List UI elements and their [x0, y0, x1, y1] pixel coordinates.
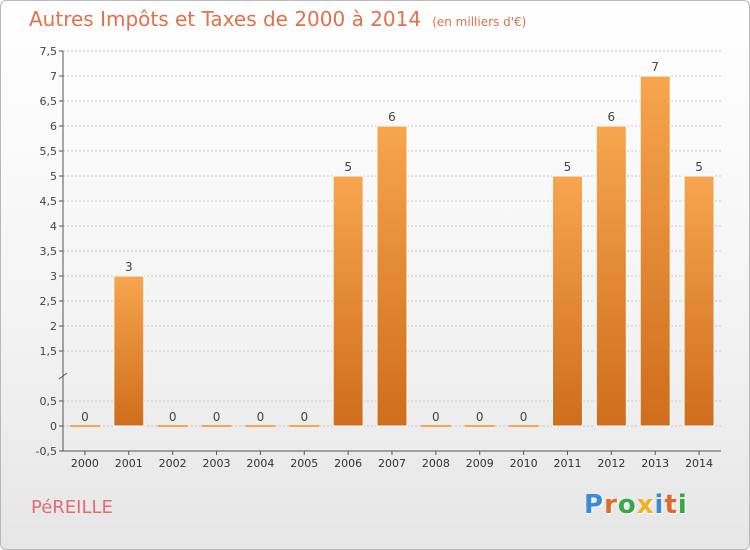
x-tick-label-2014: 2014	[685, 457, 713, 470]
y-tick-label: 2	[50, 320, 57, 333]
proxiti-logo[interactable]: Proxiti	[584, 490, 688, 520]
value-label-2005: 0	[300, 410, 308, 424]
value-label-2004: 0	[257, 410, 265, 424]
x-tick-label-2000: 2000	[71, 457, 99, 470]
value-label-2013: 7	[651, 60, 659, 74]
value-label-2001: 3	[125, 260, 133, 274]
bar-2008[interactable]	[420, 425, 451, 427]
x-tick-label-2005: 2005	[290, 457, 318, 470]
bar-2009[interactable]	[464, 425, 495, 427]
logo-letter: o	[617, 490, 637, 520]
bar-2006[interactable]	[332, 175, 364, 427]
value-label-2010: 0	[520, 410, 528, 424]
x-tick-label-2010: 2010	[510, 457, 538, 470]
x-tick-label-2013: 2013	[641, 457, 669, 470]
value-label-2009: 0	[476, 410, 484, 424]
y-tick-label: 1,5	[40, 345, 58, 358]
bar-2010[interactable]	[508, 425, 539, 427]
y-tick-label: 6	[50, 120, 57, 133]
bar-2003[interactable]	[201, 425, 232, 427]
value-label-2007: 6	[388, 110, 396, 124]
logo-letter: t	[664, 490, 678, 520]
bar-2000[interactable]	[69, 425, 100, 427]
x-tick-label-2009: 2009	[466, 457, 494, 470]
x-tick-label-2002: 2002	[159, 457, 187, 470]
axes	[58, 50, 721, 455]
logo-letter: i	[677, 490, 688, 520]
logo-letter: i	[654, 490, 665, 520]
value-label-2002: 0	[169, 410, 177, 424]
x-tick-label-2008: 2008	[422, 457, 450, 470]
y-axis-break	[58, 372, 68, 380]
bar-2013[interactable]	[639, 75, 671, 427]
chart-title: Autres Impôts et Taxes de 2000 à 2014	[29, 7, 422, 31]
commune-name: PéREILLE	[31, 497, 113, 518]
y-tick-label: 0,5	[40, 395, 58, 408]
bar-2014[interactable]	[683, 175, 715, 427]
y-tick-label: 4,5	[40, 195, 58, 208]
x-tick-label-2011: 2011	[553, 457, 581, 470]
x-tick-label-2006: 2006	[334, 457, 362, 470]
logo-letter: P	[584, 490, 605, 520]
y-tick-label: 7,5	[40, 45, 58, 58]
value-label-2014: 5	[695, 160, 703, 174]
bar-2011[interactable]	[551, 175, 583, 427]
bar-2002[interactable]	[157, 425, 188, 427]
x-tick-label-2007: 2007	[378, 457, 406, 470]
y-tick-label: 3	[50, 270, 57, 283]
x-tick-label-2003: 2003	[203, 457, 231, 470]
labels: -0,5 0 0,5 1,5 2 2,5 3 3,5 4 4,5 5 5,5 6 6,5 7 7,5 0 2000…	[36, 45, 714, 470]
value-label-2012: 6	[608, 110, 616, 124]
bar-2012[interactable]	[595, 125, 627, 427]
y-tick-label: 5,5	[40, 145, 58, 158]
x-tick-label-2001: 2001	[115, 457, 143, 470]
value-label-2008: 0	[432, 410, 440, 424]
bar-2007[interactable]	[376, 125, 408, 427]
y-tick-label: 4	[50, 220, 57, 233]
y-tick-label: 0	[50, 420, 57, 433]
logo-letter: x	[636, 490, 655, 520]
y-tick-label: 6,5	[40, 95, 58, 108]
bar-2005[interactable]	[289, 425, 320, 427]
bars	[69, 75, 715, 427]
y-tick-label: 2,5	[40, 295, 58, 308]
bar-2001[interactable]	[113, 275, 145, 427]
bar-2004[interactable]	[245, 425, 276, 427]
value-label-2000: 0	[81, 410, 89, 424]
x-tick-label-2004: 2004	[246, 457, 274, 470]
title-row: Autres Impôts et Taxes de 2000 à 2014 (e…	[29, 7, 526, 31]
logo-letter: r	[604, 490, 618, 520]
chart-subtitle: (en milliers d'€)	[432, 15, 527, 29]
x-tick-label-2012: 2012	[597, 457, 625, 470]
y-tick-label: 5	[50, 170, 57, 183]
y-tick-label: -0,5	[36, 445, 57, 458]
value-label-2003: 0	[213, 410, 221, 424]
value-label-2006: 5	[344, 160, 352, 174]
value-label-2011: 5	[564, 160, 572, 174]
y-tick-label: 7	[50, 70, 57, 83]
y-tick-label: 3,5	[40, 245, 58, 258]
